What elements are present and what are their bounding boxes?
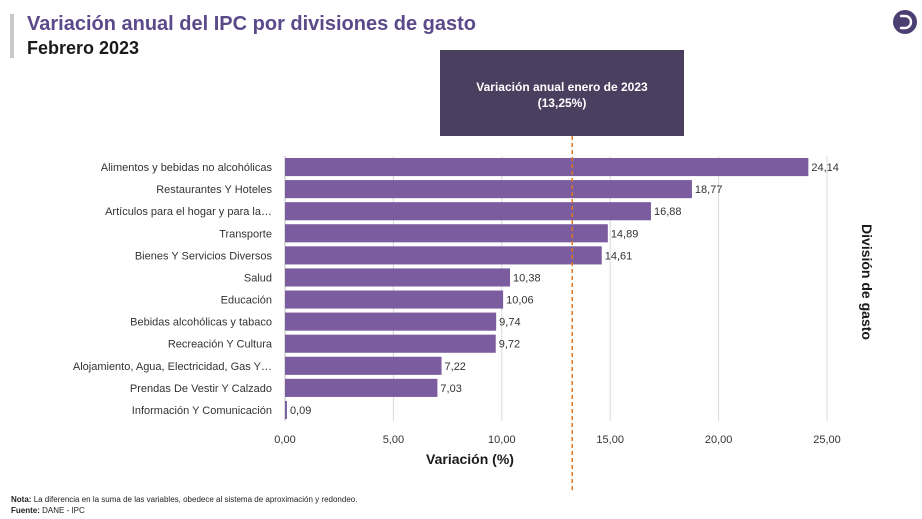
category-label: Recreación Y Cultura [168, 339, 273, 351]
value-label: 10,06 [506, 295, 534, 307]
category-label: Bebidas alcohólicas y tabaco [130, 317, 272, 329]
source-label: Fuente: [11, 506, 40, 515]
x-tick-label: 10,00 [488, 434, 516, 446]
category-label: Información Y Comunicación [132, 405, 272, 417]
value-labels: 24,14 18,77 16,88 14,89 14,61 10,38 10,06 9,74 9… [290, 162, 839, 417]
category-label: Salud [244, 272, 272, 284]
value-label: 14,89 [611, 228, 639, 240]
bar [285, 202, 651, 221]
value-label: 9,72 [499, 339, 520, 351]
value-label: 18,77 [695, 184, 723, 196]
bar [285, 157, 809, 177]
value-label: 0,09 [290, 405, 311, 417]
x-tick-label: 15,00 [596, 434, 624, 446]
value-label: 16,88 [654, 206, 682, 218]
category-label: Alimentos y bebidas no alcohólicas [101, 162, 273, 174]
bar [285, 290, 504, 309]
category-label: Artículos para el hogar y para la… [105, 206, 272, 218]
bar [285, 400, 287, 420]
value-label: 7,03 [440, 383, 461, 395]
x-tick-label: 20,00 [705, 434, 733, 446]
source-text: DANE - IPC [42, 506, 85, 515]
value-label: 14,61 [605, 250, 633, 262]
x-tick-label: 0,00 [274, 434, 295, 446]
value-label: 24,14 [811, 162, 839, 174]
footnote-note: Nota: La diferencia en la suma de las va… [11, 495, 357, 504]
dane-logo-icon [893, 10, 917, 34]
x-tick-label: 25,00 [813, 434, 841, 446]
x-axis-label: Variación (%) [426, 451, 514, 467]
bar [285, 246, 602, 265]
page-title: Variación anual del IPC por divisiones d… [27, 13, 477, 35]
note-label: Nota: [11, 495, 32, 504]
bar [285, 312, 497, 331]
bar [285, 224, 608, 243]
category-label: Alojamiento, Agua, Electricidad, Gas Y… [73, 361, 272, 373]
category-label: Transporte [219, 228, 272, 240]
bar [285, 356, 442, 375]
footnote-source: Fuente: DANE - IPC [11, 506, 85, 515]
category-label: Restaurantes Y Hoteles [156, 184, 272, 196]
category-label: Educación [221, 295, 272, 307]
grid-lines [284, 156, 828, 421]
bar [285, 378, 438, 397]
value-label: 10,38 [513, 272, 541, 284]
bar [285, 180, 692, 199]
callout-text-line2: (13,25%) [538, 96, 587, 110]
callout-text-line1: Variación anual enero de 2023 [476, 80, 648, 94]
value-label: 9,74 [499, 317, 520, 329]
x-tick-labels: 0,00 5,00 10,00 15,00 20,00 25,00 [274, 434, 840, 446]
x-tick-label: 5,00 [383, 434, 404, 446]
y-axis-label: División de gasto [859, 224, 875, 340]
category-label: Prendas De Vestir Y Calzado [130, 383, 272, 395]
category-labels: Alimentos y bebidas no alcohólicas Restau… [73, 162, 273, 417]
bar [285, 334, 496, 353]
callout-box [440, 50, 684, 136]
note-text: La diferencia en la suma de las variable… [33, 495, 358, 504]
category-label: Bienes Y Servicios Diversos [135, 250, 273, 262]
bars [285, 157, 809, 420]
title-accent-bar [10, 14, 14, 58]
page-subtitle: Febrero 2023 [27, 38, 140, 58]
logo-glyph-icon [899, 14, 913, 30]
value-label: 7,22 [445, 361, 466, 373]
bar [285, 268, 511, 287]
